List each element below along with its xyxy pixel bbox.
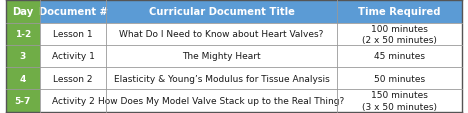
Text: Curricular Document Title: Curricular Document Title: [148, 7, 294, 17]
Text: Lesson 1: Lesson 1: [53, 30, 93, 39]
Text: 100 minutes
(2 x 50 minutes): 100 minutes (2 x 50 minutes): [362, 24, 437, 44]
Text: Lesson 2: Lesson 2: [53, 74, 93, 83]
Bar: [40, 68, 106, 90]
Text: Activity 1: Activity 1: [51, 52, 95, 61]
Text: Elasticity & Young’s Modulus for Tissue Analysis: Elasticity & Young’s Modulus for Tissue …: [114, 74, 329, 83]
Bar: [337, 1, 462, 23]
Bar: [106, 90, 337, 112]
Bar: [6, 23, 40, 45]
Bar: [40, 45, 106, 68]
Bar: [106, 1, 337, 23]
Bar: [6, 45, 40, 68]
Text: 45 minutes: 45 minutes: [374, 52, 425, 61]
Bar: [40, 23, 106, 45]
Bar: [337, 68, 462, 90]
Text: What Do I Need to Know about Heart Valves?: What Do I Need to Know about Heart Valve…: [119, 30, 324, 39]
Bar: [6, 1, 40, 23]
Text: 50 minutes: 50 minutes: [374, 74, 425, 83]
Text: Document #: Document #: [38, 7, 108, 17]
Bar: [6, 90, 40, 112]
Text: The Mighty Heart: The Mighty Heart: [182, 52, 261, 61]
Text: Day: Day: [12, 7, 33, 17]
Bar: [40, 1, 106, 23]
Text: 3: 3: [20, 52, 26, 61]
Bar: [337, 90, 462, 112]
Text: 5-7: 5-7: [15, 96, 31, 105]
Text: 4: 4: [20, 74, 26, 83]
Bar: [106, 68, 337, 90]
Bar: [6, 68, 40, 90]
Bar: [40, 90, 106, 112]
Bar: [106, 23, 337, 45]
Text: 150 minutes
(3 x 50 minutes): 150 minutes (3 x 50 minutes): [362, 91, 437, 111]
Text: Time Required: Time Required: [358, 7, 441, 17]
Bar: [337, 45, 462, 68]
Text: Activity 2: Activity 2: [51, 96, 95, 105]
Text: 1-2: 1-2: [15, 30, 31, 39]
Bar: [106, 45, 337, 68]
Text: How Does My Model Valve Stack up to the Real Thing?: How Does My Model Valve Stack up to the …: [98, 96, 344, 105]
Bar: [337, 23, 462, 45]
